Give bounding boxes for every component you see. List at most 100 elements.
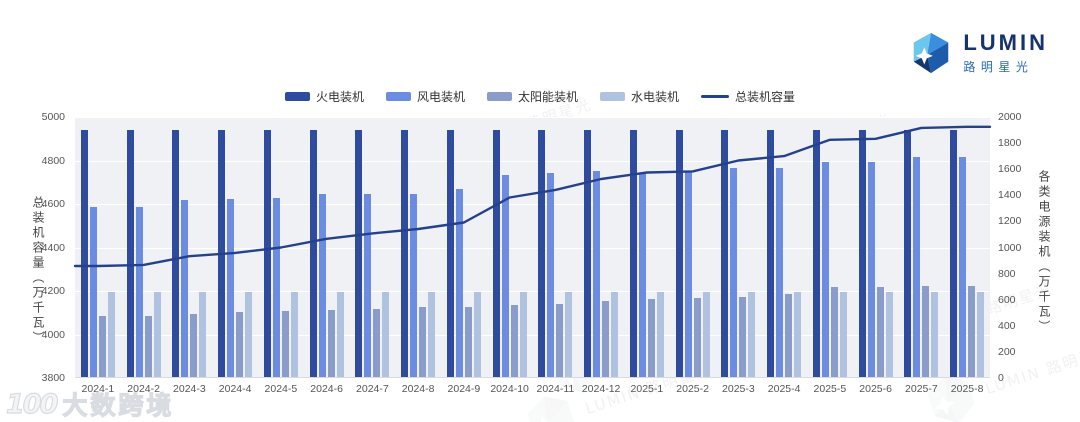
bar-火电装机-2024-7[interactable] (355, 129, 363, 377)
bar-火电装机-2025-2[interactable] (675, 129, 683, 377)
bar-水电装机-2024-8[interactable] (428, 292, 436, 377)
total-capacity-line[interactable] (73, 117, 992, 378)
bar-火电装机-2025-3[interactable] (721, 129, 729, 377)
bar-风电装机-2024-5[interactable] (272, 198, 280, 377)
bar-水电装机-2025-7[interactable] (931, 292, 939, 377)
legend-swatch-icon (701, 95, 730, 98)
bar-水电装机-2024-5[interactable] (290, 292, 298, 377)
bar-水电装机-2024-6[interactable] (336, 292, 344, 377)
bar-火电装机-2024-5[interactable] (263, 129, 271, 377)
bar-火电装机-2024-12[interactable] (584, 129, 592, 377)
bar-风电装机-2025-7[interactable] (913, 156, 921, 377)
bar-水电装机-2024-7[interactable] (382, 292, 390, 377)
bar-太阳能装机-2024-11[interactable] (556, 303, 564, 377)
gridline (75, 247, 990, 249)
bar-风电装机-2024-10[interactable] (501, 175, 509, 377)
bar-火电装机-2024-11[interactable] (538, 129, 546, 377)
bar-太阳能装机-2025-1[interactable] (647, 298, 655, 377)
bar-group-2024-2 (121, 129, 167, 377)
bar-太阳能装机-2025-7[interactable] (922, 286, 930, 377)
left-axis-tick: 4000 (41, 328, 65, 341)
bar-太阳能装机-2025-3[interactable] (739, 296, 747, 377)
bar-风电装机-2024-8[interactable] (410, 193, 418, 377)
bar-风电装机-2025-4[interactable] (776, 167, 784, 377)
bar-火电装机-2024-8[interactable] (401, 129, 409, 377)
bar-太阳能装机-2024-7[interactable] (373, 308, 381, 377)
bar-火电装机-2024-3[interactable] (172, 129, 180, 377)
bar-太阳能装机-2024-1[interactable] (98, 316, 106, 377)
bar-火电装机-2024-10[interactable] (492, 129, 500, 377)
legend-item-4[interactable]: 水电装机 (600, 88, 679, 105)
bar-风电装机-2025-1[interactable] (638, 173, 646, 377)
bar-水电装机-2025-6[interactable] (885, 292, 893, 377)
bar-风电装机-2024-2[interactable] (135, 206, 143, 377)
bar-风电装机-2025-5[interactable] (821, 161, 829, 377)
bar-风电装机-2024-12[interactable] (593, 170, 601, 377)
bar-太阳能装机-2024-5[interactable] (281, 311, 289, 377)
bar-水电装机-2025-5[interactable] (839, 292, 847, 377)
bar-水电装机-2024-11[interactable] (565, 292, 573, 377)
legend-label: 水电装机 (631, 90, 680, 104)
bar-太阳能装机-2025-2[interactable] (693, 298, 701, 377)
bar-太阳能装机-2024-3[interactable] (190, 313, 198, 377)
legend-item-1[interactable]: 火电装机 (284, 88, 364, 105)
bar-水电装机-2025-4[interactable] (794, 292, 802, 377)
bar-火电装机-2025-8[interactable] (950, 129, 958, 377)
bar-水电装机-2024-4[interactable] (245, 292, 253, 377)
bar-水电装机-2025-2[interactable] (702, 292, 710, 377)
legend-item-5[interactable]: 总装机容量 (701, 88, 795, 105)
bar-风电装机-2025-3[interactable] (730, 168, 738, 377)
bar-group-2025-7 (899, 129, 945, 377)
bar-水电装机-2024-1[interactable] (107, 292, 115, 377)
bar-风电装机-2024-4[interactable] (227, 198, 235, 377)
bar-风电装机-2025-2[interactable] (684, 170, 692, 377)
bar-火电装机-2025-4[interactable] (767, 129, 775, 377)
x-axis-label-2025-2: 2025-2 (676, 383, 709, 395)
bar-风电装机-2025-8[interactable] (959, 156, 967, 377)
bar-水电装机-2024-12[interactable] (611, 292, 619, 377)
bar-太阳能装机-2024-9[interactable] (464, 306, 472, 377)
left-axis-tick: 3800 (41, 372, 65, 384)
bar-风电装机-2024-6[interactable] (318, 193, 326, 377)
bar-太阳能装机-2024-8[interactable] (419, 306, 427, 377)
bar-火电装机-2024-6[interactable] (309, 129, 317, 377)
bar-太阳能装机-2024-2[interactable] (144, 315, 152, 377)
bar-风电装机-2024-9[interactable] (455, 189, 463, 377)
x-axis-label-2025-7: 2025-7 (905, 383, 938, 395)
bar-水电装机-2025-8[interactable] (977, 292, 985, 377)
bar-太阳能装机-2025-6[interactable] (876, 287, 884, 377)
bar-火电装机-2024-2[interactable] (126, 129, 134, 377)
bar-火电装机-2025-5[interactable] (812, 129, 820, 377)
bar-风电装机-2024-3[interactable] (181, 199, 189, 377)
bar-水电装机-2024-3[interactable] (199, 292, 207, 377)
bar-火电装机-2024-9[interactable] (446, 129, 454, 377)
bar-太阳能装机-2024-12[interactable] (602, 300, 610, 377)
right-axis-tick: 1000 (998, 241, 1022, 254)
bar-太阳能装机-2024-6[interactable] (327, 309, 335, 377)
bar-风电装机-2024-1[interactable] (89, 206, 97, 377)
bar-太阳能装机-2025-4[interactable] (785, 293, 793, 377)
bar-火电装机-2024-1[interactable] (80, 129, 88, 377)
bar-风电装机-2024-11[interactable] (547, 172, 555, 377)
bar-水电装机-2024-10[interactable] (519, 292, 527, 377)
bar-水电装机-2025-1[interactable] (656, 292, 664, 377)
x-axis-label-2025-5: 2025-5 (813, 383, 847, 395)
bar-太阳能装机-2024-4[interactable] (236, 312, 244, 377)
bar-火电装机-2025-1[interactable] (629, 129, 637, 377)
legend-item-2[interactable]: 风电装机 (385, 88, 465, 105)
bar-风电装机-2025-6[interactable] (867, 161, 875, 377)
bar-group-2024-3 (167, 129, 213, 377)
bar-火电装机-2025-6[interactable] (858, 129, 866, 377)
bar-水电装机-2024-2[interactable] (153, 292, 161, 377)
bar-太阳能装机-2024-10[interactable] (510, 305, 518, 377)
bar-太阳能装机-2025-5[interactable] (830, 287, 838, 377)
bar-水电装机-2024-9[interactable] (473, 292, 481, 377)
left-axis-title: 总装机容量（万千瓦） (31, 196, 45, 346)
right-axis-tick: 200 (998, 345, 1016, 358)
bar-风电装机-2024-7[interactable] (364, 193, 372, 377)
bar-火电装机-2025-7[interactable] (904, 129, 912, 377)
legend-item-3[interactable]: 太阳能装机 (486, 88, 578, 105)
x-axis-label-2024-3: 2024-3 (173, 383, 206, 395)
bar-太阳能装机-2025-8[interactable] (968, 285, 976, 377)
bar-水电装机-2025-3[interactable] (748, 292, 756, 377)
